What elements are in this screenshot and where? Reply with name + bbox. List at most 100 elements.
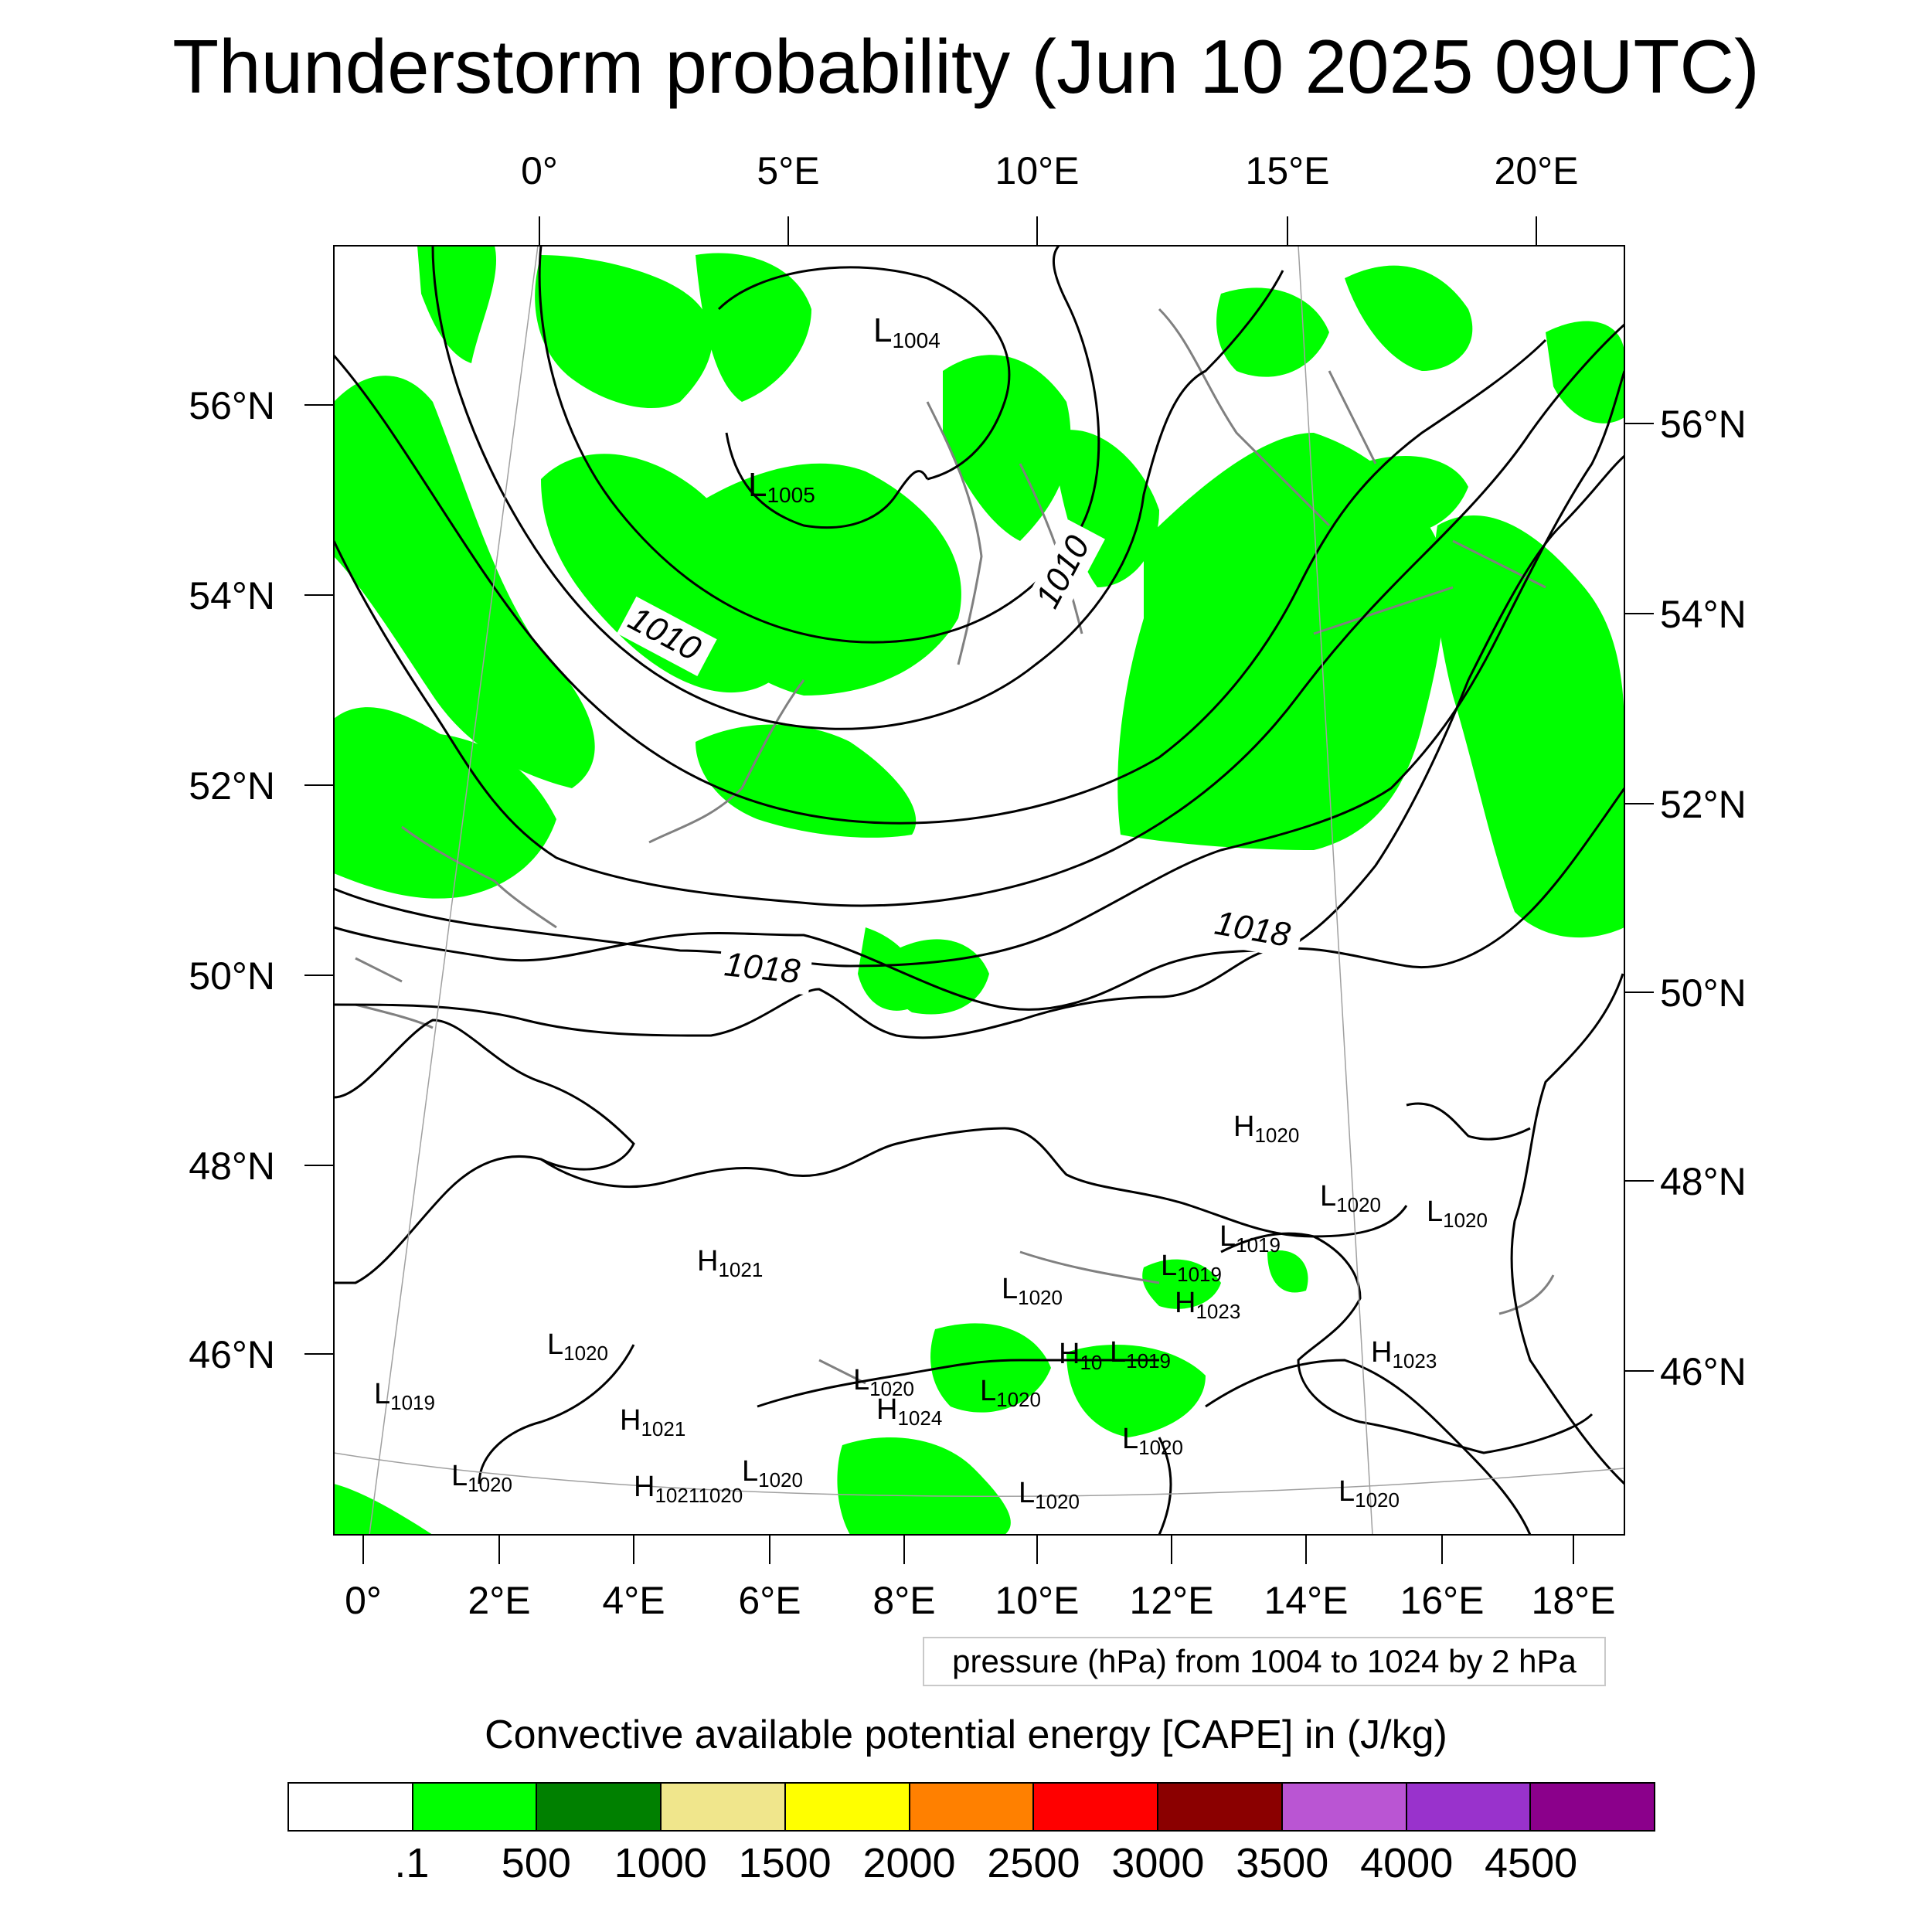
colorbar-label: 2500 bbox=[987, 1840, 1080, 1886]
colorbar-label: 1000 bbox=[614, 1840, 707, 1886]
colorbar-segment bbox=[1282, 1784, 1407, 1830]
center-value: 1020 bbox=[1254, 1124, 1299, 1147]
colorbar bbox=[287, 1782, 1655, 1832]
center-type: L bbox=[374, 1378, 390, 1410]
tick-marks bbox=[304, 216, 1654, 1564]
colorbar-label: 3500 bbox=[1236, 1840, 1329, 1886]
left-lat-label: 50°N bbox=[189, 954, 275, 998]
center-value: 1024 bbox=[897, 1406, 942, 1430]
center-type: H bbox=[1175, 1287, 1196, 1319]
left-lat-label: 48°N bbox=[189, 1145, 275, 1188]
colorbar-label: 2000 bbox=[862, 1840, 956, 1886]
center-value-extra: 1020 bbox=[698, 1484, 743, 1507]
top-longitude-labels: 0° 5°E 10°E 15°E 20°E bbox=[521, 149, 1578, 192]
pressure-center-label: L1020 bbox=[451, 1460, 512, 1496]
top-lon-label: 20°E bbox=[1495, 149, 1579, 192]
center-type: L bbox=[873, 311, 892, 349]
colorbar-segment bbox=[1034, 1784, 1159, 1830]
pressure-center-label: L1020 bbox=[1338, 1475, 1400, 1512]
pressure-center-label: L1020 bbox=[1320, 1180, 1381, 1216]
center-value: 1020 bbox=[758, 1468, 803, 1492]
right-lat-label: 50°N bbox=[1660, 971, 1747, 1015]
left-latitude-labels: 56°N 54°N 52°N 50°N 48°N 46°N bbox=[189, 384, 275, 1376]
colorbar-label: 1500 bbox=[738, 1840, 832, 1886]
right-latitude-labels: 56°N 54°N 52°N 50°N 48°N 46°N bbox=[1660, 403, 1747, 1393]
pressure-center-label: L1019 bbox=[374, 1378, 435, 1414]
graticule bbox=[334, 246, 1624, 1535]
bottom-lon-label: 8°E bbox=[872, 1579, 935, 1622]
center-value: 1020 bbox=[1138, 1436, 1183, 1459]
colorbar-segment bbox=[289, 1784, 413, 1830]
center-type: L bbox=[980, 1375, 996, 1407]
pressure-center-label: H1023 bbox=[1371, 1336, 1437, 1372]
right-lat-label: 56°N bbox=[1660, 403, 1747, 446]
right-lat-label: 46°N bbox=[1660, 1350, 1747, 1393]
pressure-center-label: H10211020 bbox=[634, 1471, 743, 1507]
isobar-label: 1018 bbox=[723, 945, 802, 991]
pressure-centers: L1004 L1005 H1020 L1020 L1020 L1019 L101… bbox=[374, 311, 1488, 1513]
center-type: L bbox=[1320, 1180, 1336, 1213]
center-type: L bbox=[742, 1455, 758, 1488]
center-value: 1019 bbox=[1236, 1233, 1281, 1257]
top-lon-label: 10°E bbox=[995, 149, 1080, 192]
bottom-longitude-labels: 0° 2°E 4°E 6°E 8°E 10°E 12°E 14°E 16°E 1… bbox=[345, 1579, 1615, 1622]
colorbar-segment bbox=[1158, 1784, 1283, 1830]
center-value: 1021 bbox=[641, 1417, 685, 1440]
colorbar-segment bbox=[910, 1784, 1035, 1830]
pressure-center-label: L1020 bbox=[1427, 1196, 1488, 1232]
center-value: 1021 bbox=[655, 1484, 699, 1507]
center-value: 1020 bbox=[1336, 1193, 1381, 1216]
isobar-label: 1018 bbox=[1212, 904, 1293, 954]
center-value: 1021 bbox=[718, 1258, 763, 1281]
top-lon-label: 5°E bbox=[757, 149, 819, 192]
top-lon-label: 15°E bbox=[1246, 149, 1330, 192]
center-value: 1020 bbox=[1355, 1488, 1400, 1512]
pressure-center-label: H10 bbox=[1059, 1338, 1102, 1374]
center-value: 1019 bbox=[390, 1391, 435, 1414]
colorbar-segment bbox=[785, 1784, 910, 1830]
colorbar-segment bbox=[1406, 1784, 1532, 1830]
center-type: L bbox=[1427, 1196, 1443, 1228]
center-value: 1004 bbox=[892, 328, 940, 352]
bottom-lon-label: 10°E bbox=[995, 1579, 1080, 1622]
center-value: 1020 bbox=[468, 1473, 512, 1496]
center-value: 1023 bbox=[1392, 1349, 1437, 1372]
center-value: 1023 bbox=[1196, 1300, 1240, 1323]
center-type: H bbox=[620, 1404, 641, 1437]
colorbar-segment bbox=[1531, 1784, 1655, 1830]
center-type: L bbox=[853, 1364, 869, 1396]
left-lat-label: 46°N bbox=[189, 1333, 275, 1376]
pressure-center-label: H1021 bbox=[697, 1245, 763, 1281]
center-type: L bbox=[451, 1460, 468, 1492]
bottom-lon-label: 18°E bbox=[1532, 1579, 1616, 1622]
center-type: H bbox=[1233, 1111, 1254, 1143]
pressure-center-label: L1019 bbox=[1219, 1220, 1281, 1257]
isobars bbox=[334, 246, 1624, 1535]
right-lat-label: 52°N bbox=[1660, 783, 1747, 826]
colorbar-label: 4500 bbox=[1485, 1840, 1578, 1886]
pressure-center-label: L1019 bbox=[1110, 1336, 1171, 1372]
pressure-center-label: H1023 bbox=[1175, 1287, 1240, 1323]
pressure-center-label: L1020 bbox=[980, 1375, 1041, 1411]
bottom-lon-label: 12°E bbox=[1130, 1579, 1214, 1622]
center-type: H bbox=[697, 1245, 718, 1277]
contour-info-box: pressure (hPa) from 1004 to 1024 by 2 hP… bbox=[923, 1637, 1606, 1686]
center-value: 1005 bbox=[767, 483, 815, 507]
map-title: Thunderstorm probability (Jun 10 2025 09… bbox=[172, 24, 1760, 109]
colorbar-labels: .1 500 1000 1500 2000 2500 3000 3500 4000 4500 bbox=[0, 1839, 1932, 1893]
left-lat-label: 54°N bbox=[189, 574, 275, 617]
pressure-center-label: L1005 bbox=[748, 466, 815, 507]
center-type: L bbox=[748, 466, 767, 504]
plot-frame bbox=[333, 245, 1625, 1536]
colorbar-segment bbox=[662, 1784, 786, 1830]
center-type: L bbox=[1122, 1423, 1138, 1455]
center-type: L bbox=[1219, 1220, 1236, 1253]
pressure-center-label: L1020 bbox=[853, 1364, 914, 1400]
colorbar-title: Convective available potential energy [C… bbox=[485, 1713, 1447, 1757]
bottom-lon-label: 0° bbox=[345, 1579, 382, 1622]
pressure-center-label: L1020 bbox=[547, 1328, 608, 1365]
center-type: H bbox=[876, 1393, 897, 1426]
cape-shading bbox=[334, 246, 1624, 1535]
pressure-center-label: H1021 bbox=[620, 1404, 685, 1440]
